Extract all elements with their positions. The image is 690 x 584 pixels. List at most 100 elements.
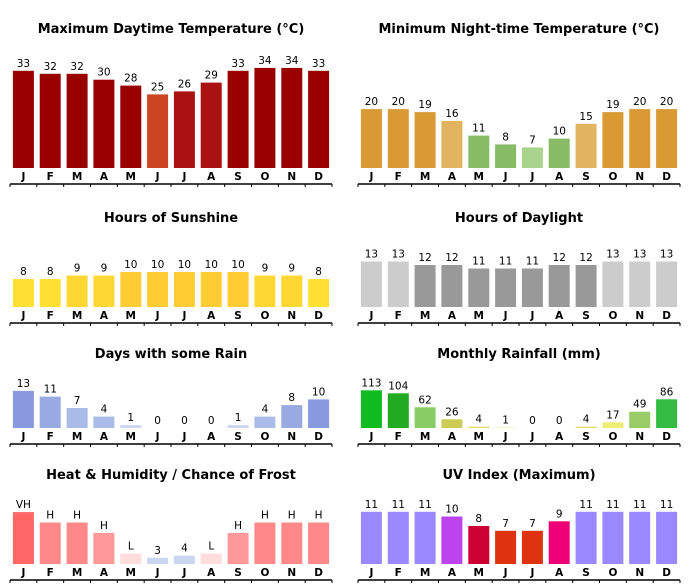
bar [281,67,303,168]
data-label: 4 [181,543,188,555]
chart-title: Heat & Humidity / Chance of Frost [46,468,296,483]
bar [521,147,543,168]
bar [308,70,330,168]
month-tick-label: J [155,431,160,443]
month-tick-label: F [47,310,54,322]
month-tick-label: J [181,567,186,579]
data-label: 33 [17,58,30,70]
month-tick-label: J [20,310,25,322]
data-label: 26 [445,406,459,418]
month-tick-label: J [529,171,534,183]
data-label: 20 [365,96,378,108]
month-tick-label: N [635,310,644,322]
chart-title: Maximum Daytime Temperature (°C) [38,22,305,37]
data-label: 0 [529,415,536,427]
data-label: 11 [472,123,485,135]
month-tick-label: M [474,431,484,443]
bar [629,109,651,168]
month-tick-label: S [582,310,590,322]
data-label: 9 [262,263,269,275]
data-label: 17 [606,409,619,421]
bar [227,272,249,307]
bar [629,411,651,428]
bar [602,261,624,307]
bar [575,426,597,428]
month-tick-label: S [582,431,590,443]
data-label: VH [16,499,31,511]
data-label: 13 [365,249,378,261]
data-label: 0 [181,415,188,427]
bar [360,109,382,168]
month-tick-label: D [662,431,671,443]
data-label: 15 [579,111,592,123]
data-label: H [73,510,81,522]
month-tick-label: A [448,171,457,183]
month-tick-label: A [207,310,216,322]
bar [441,516,463,564]
data-label: 13 [660,249,673,261]
month-tick-label: M [474,567,484,579]
data-label: 86 [660,386,674,398]
data-label: 113 [361,377,381,389]
month-tick-label: N [635,567,644,579]
bar [360,261,382,307]
data-label: 13 [633,249,646,261]
month-tick-label: J [368,567,373,579]
month-tick-label: O [260,171,269,183]
data-label: 20 [392,96,405,108]
data-label: 1 [235,412,242,424]
bar [468,526,490,564]
bar [39,522,61,564]
data-label: 32 [44,61,57,73]
bar [254,522,276,564]
month-tick-label: M [126,310,136,322]
bar [39,279,61,307]
month-tick-label: M [420,171,430,183]
data-label: 11 [392,499,405,511]
chart-title: Monthly Rainfall (mm) [437,347,600,362]
bar [66,275,88,307]
data-label: 0 [556,415,563,427]
data-label: 10 [178,259,191,271]
chart-title: UV Index (Maximum) [442,468,595,483]
month-tick-label: A [100,310,109,322]
month-tick-label: J [368,310,373,322]
month-tick-label: O [608,171,617,183]
bar [12,70,34,168]
month-tick-label: A [448,310,457,322]
bar [387,393,409,428]
month-tick-label: M [474,310,484,322]
data-label: 13 [392,249,405,261]
bar [66,522,88,564]
month-tick-label: S [234,567,242,579]
data-label: 10 [445,504,458,516]
data-label: 11 [633,499,646,511]
data-label: 34 [258,55,272,67]
month-tick-label: F [395,431,402,443]
data-label: 8 [20,266,27,278]
month-tick-label: J [155,567,160,579]
month-tick-label: O [260,431,269,443]
data-label: H [315,510,323,522]
month-tick-label: S [234,431,242,443]
bar [656,109,678,168]
month-tick-label: F [395,567,402,579]
month-tick-label: J [368,431,373,443]
month-tick-label: J [368,171,373,183]
data-label: 8 [502,131,509,143]
month-tick-label: J [20,431,25,443]
month-tick-label: M [474,171,484,183]
month-tick-label: A [207,171,216,183]
bar [521,530,543,564]
data-label: 9 [74,263,81,275]
bar [254,275,276,307]
data-label: 19 [606,99,619,111]
month-tick-label: J [503,567,508,579]
chart-title: Hours of Daylight [455,211,583,226]
data-label: H [288,510,296,522]
chart-title: Hours of Sunshine [104,211,238,226]
data-label: 8 [315,266,322,278]
bar [387,261,409,307]
month-tick-label: J [155,310,160,322]
